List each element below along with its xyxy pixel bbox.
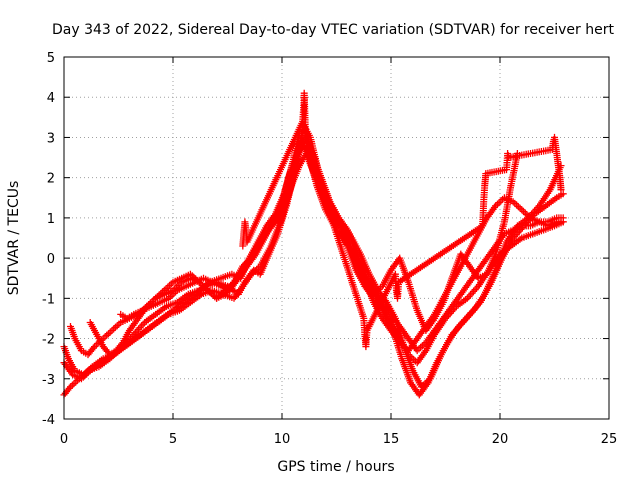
series-spikes xyxy=(239,89,565,351)
y-tick-label: 5 xyxy=(47,51,55,66)
series-track-6 xyxy=(86,150,521,359)
data-points xyxy=(60,89,567,399)
data-point-interp xyxy=(110,325,118,333)
y-tick-label: -2 xyxy=(42,333,55,348)
y-tick-label: -3 xyxy=(42,373,55,388)
y-tick-label: 3 xyxy=(47,131,55,146)
chart-title: Day 343 of 2022, Sidereal Day-to-day VTE… xyxy=(52,22,614,38)
data-point xyxy=(557,186,565,194)
y-tick-label: 0 xyxy=(47,252,55,267)
data-point xyxy=(518,206,526,214)
data-point xyxy=(559,218,567,226)
data-point-interp xyxy=(89,344,97,352)
y-tick-label: -4 xyxy=(42,413,55,428)
y-tick-label: 4 xyxy=(47,91,55,106)
x-tick-label: 10 xyxy=(274,432,291,447)
data-point-interp xyxy=(138,322,145,330)
axis-ticks: 0 5 10 15 20 25 -4 -3 -2 -1 0 1 2 3 4 5 xyxy=(42,51,617,447)
x-tick-label: 15 xyxy=(383,432,400,447)
data-point-interp xyxy=(495,199,503,207)
x-tick-label: 0 xyxy=(60,432,68,447)
data-point-interp xyxy=(118,340,126,348)
y-tick-label: -1 xyxy=(42,292,55,307)
plot-frame xyxy=(63,56,610,420)
data-point-interp xyxy=(417,343,425,351)
y-tick-label: 2 xyxy=(47,172,55,187)
data-point-interp xyxy=(65,384,73,392)
x-tick-label: 5 xyxy=(169,432,177,447)
x-tick-label: 20 xyxy=(492,432,509,447)
data-point xyxy=(559,190,567,198)
x-tick-label: 25 xyxy=(601,432,618,447)
y-tick-label: 1 xyxy=(47,212,55,227)
y-axis-label: SDTVAR / TECUs xyxy=(6,181,22,296)
x-axis-label: GPS time / hours xyxy=(277,459,394,475)
